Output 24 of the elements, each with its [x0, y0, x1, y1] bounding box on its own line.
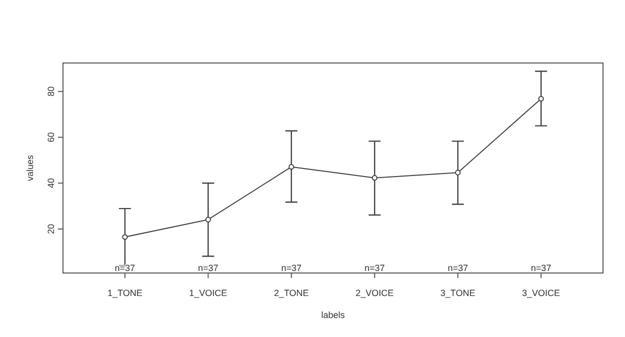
x-tick-label: 2_TONE	[274, 288, 309, 298]
x-tick-label: 3_TONE	[440, 288, 476, 298]
point	[205, 216, 211, 222]
y-tick-label: 60	[46, 132, 56, 142]
annotation: n=37	[530, 263, 552, 273]
point	[455, 170, 461, 176]
x-tick-label: 2_VOICE	[356, 288, 394, 298]
annotation: n=37	[448, 263, 468, 273]
y-tick-label: 40	[46, 178, 56, 188]
annotation: n=37	[198, 263, 218, 273]
y-tick-label: 20	[46, 224, 56, 234]
x-tick-label: 3_VOICE	[522, 288, 560, 298]
x-tick-label: 1_TONE	[107, 288, 142, 298]
point	[288, 164, 294, 170]
point	[538, 96, 544, 102]
point	[372, 175, 378, 181]
y-axis-title: values	[25, 154, 35, 182]
x-tick-label: 1_VOICE	[189, 288, 228, 298]
y-tick-label: 80	[46, 86, 56, 96]
annotation: n=37	[114, 263, 136, 273]
annotation: n=37	[364, 263, 385, 273]
point	[122, 234, 128, 240]
annotation: n=37	[281, 263, 302, 273]
x-axis-title: labels	[321, 310, 346, 320]
